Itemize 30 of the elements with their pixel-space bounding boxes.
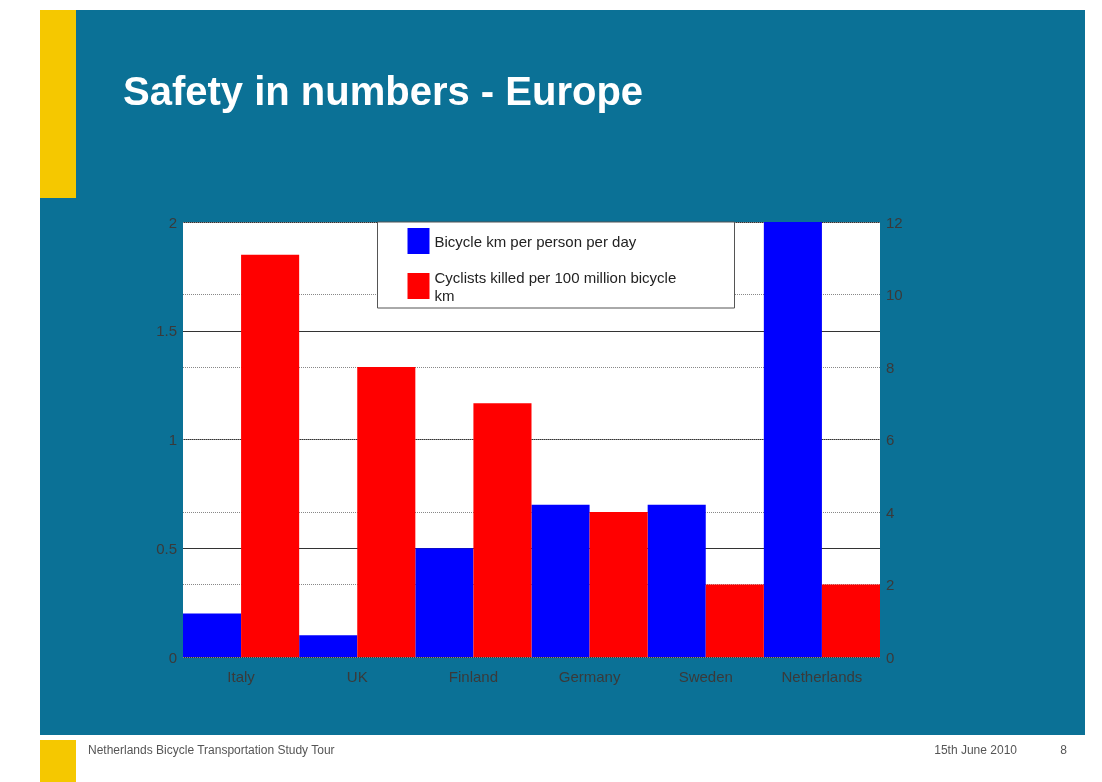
bar: [299, 635, 358, 657]
chart-title: Safety in numbers - Europe: [123, 69, 644, 113]
bar: [357, 367, 416, 657]
y2-tick-label: 8: [886, 358, 895, 376]
bar: [183, 613, 242, 657]
x-tick-label: Netherlands: [781, 668, 863, 685]
bar: [763, 222, 822, 657]
y-tick-label: 0: [168, 648, 177, 666]
text: 8: [1060, 743, 1068, 757]
y-tick-label: 1: [168, 431, 177, 448]
x-tick-label: UK: [346, 668, 368, 685]
bar: [241, 254, 300, 657]
x-tick-label: Sweden: [678, 668, 733, 685]
y2-tick-label: 12: [886, 213, 903, 231]
y-tick-label: 0.5: [156, 539, 177, 557]
text: Netherlands Bicycle Transportation Study Tour: [88, 743, 335, 757]
bar: [821, 584, 880, 657]
legend-label: Cyclists killed per 100 million bicycle km: [434, 268, 681, 304]
x-tick-label: Germany: [558, 668, 621, 685]
x-tick-label: Italy: [227, 668, 256, 685]
text: 15th June 2010: [934, 743, 1018, 757]
y-tick-label: 1.5: [156, 322, 177, 340]
legend-label: Bicycle km per person per day: [434, 232, 637, 250]
y2-tick-label: 10: [886, 286, 903, 303]
y2-tick-label: 0: [886, 648, 895, 666]
y2-tick-label: 4: [886, 503, 895, 521]
y-tick-label: 2: [168, 213, 177, 231]
y2-tick-label: 2: [886, 576, 895, 593]
y2-tick-label: 6: [886, 431, 895, 448]
x-tick-label: Finland: [448, 668, 499, 685]
